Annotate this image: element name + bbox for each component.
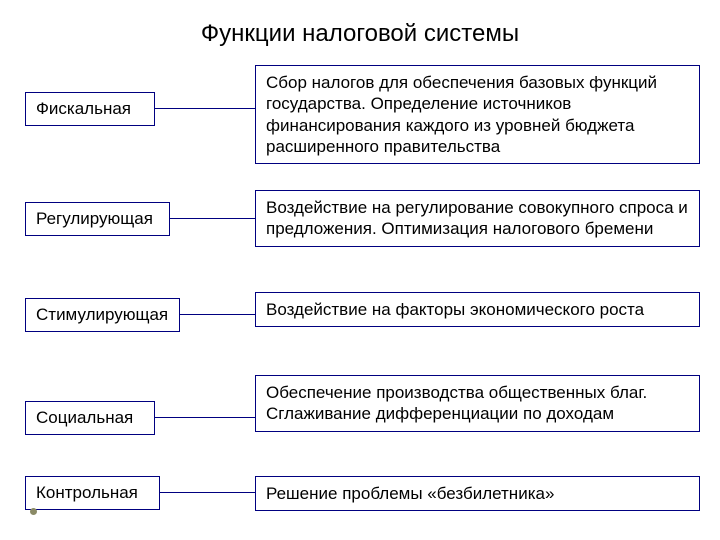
connector-line — [155, 417, 255, 418]
connector-line — [160, 492, 255, 493]
function-label: Регулирующая — [25, 202, 170, 236]
function-description: Обеспечение производства общественных бл… — [255, 375, 700, 432]
function-label: Стимулирующая — [25, 298, 180, 332]
connector-line — [155, 108, 255, 109]
function-label: Фискальная — [25, 92, 155, 126]
connector-line — [180, 314, 255, 315]
function-description: Воздействие на регулирование совокупного… — [255, 190, 700, 247]
function-label: Социальная — [25, 401, 155, 435]
diagram-title: Функции налоговой системы — [0, 20, 720, 48]
connector-line — [170, 218, 255, 219]
function-description: Решение проблемы «безбилетника» — [255, 476, 700, 511]
function-label: Контрольная — [25, 476, 160, 510]
slide-bullet — [30, 508, 37, 515]
function-description: Сбор налогов для обеспечения базовых фун… — [255, 65, 700, 164]
function-description: Воздействие на факторы экономического ро… — [255, 292, 700, 327]
